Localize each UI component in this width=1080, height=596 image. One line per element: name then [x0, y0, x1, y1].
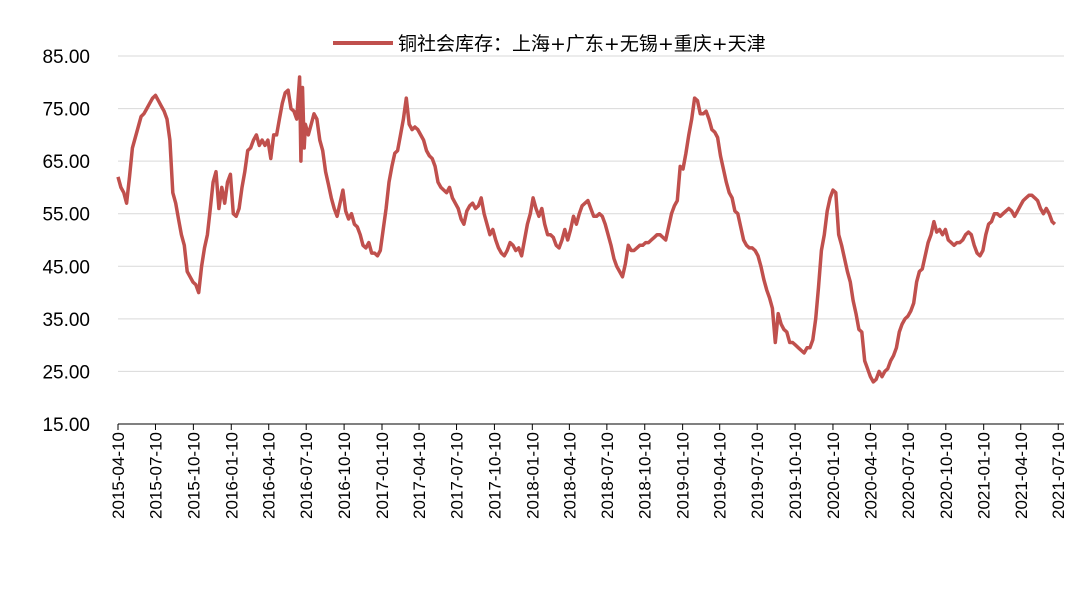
x-tick-label: 2015-10-10 — [184, 432, 203, 519]
x-tick-label: 2016-01-10 — [222, 432, 241, 519]
y-tick-label: 25.00 — [42, 362, 90, 383]
x-tick-label: 2021-07-10 — [1049, 432, 1068, 519]
y-tick-label: 55.00 — [42, 205, 90, 226]
legend: 铜社会库存：上海+广东+无锡+重庆+天津 — [333, 33, 766, 55]
series-layer — [116, 75, 1057, 384]
x-tick-label: 2019-10-10 — [786, 432, 805, 519]
x-tick-label: 2019-04-10 — [711, 432, 730, 519]
x-tick-label: 2016-04-10 — [260, 432, 279, 519]
x-tick-label: 2015-07-10 — [146, 432, 165, 519]
x-tick-label: 2016-07-10 — [297, 432, 316, 519]
y-axis-ticks: 15.00 25.00 35.00 45.00 55.00 65.00 75.00 85.00 — [42, 47, 90, 436]
x-tick-label: 2021-01-10 — [975, 432, 994, 519]
legend-label: 铜社会库存：上海+广东+无锡+重庆+天津 — [398, 33, 766, 55]
x-tick-label: 2019-07-10 — [748, 432, 767, 519]
grid-lines — [118, 55, 1064, 372]
x-tick-label: 2020-07-10 — [899, 432, 918, 519]
x-tick-label: 2017-10-10 — [485, 432, 504, 519]
y-tick-label: 75.00 — [42, 100, 90, 121]
x-axis-ticks: 2015-04-10 2015-07-10 2015-10-10 2016-01-10… — [109, 424, 1068, 519]
x-tick-label: 2021-04-10 — [1012, 432, 1031, 519]
x-tick-label: 2016-10-10 — [335, 432, 354, 519]
x-tick-label: 2018-04-10 — [560, 432, 579, 519]
x-tick-label: 2019-01-10 — [674, 432, 693, 519]
x-tick-label: 2020-04-10 — [861, 432, 880, 519]
x-tick-label: 2020-10-10 — [937, 432, 956, 519]
x-tick-label: 2018-07-10 — [598, 432, 617, 519]
series-line — [116, 75, 1057, 384]
y-tick-label: 65.00 — [42, 152, 90, 173]
y-tick-label: 35.00 — [42, 310, 90, 331]
x-tick-label: 2017-07-10 — [448, 432, 467, 519]
x-tick-label: 2018-10-10 — [636, 432, 655, 519]
x-tick-label: 2017-04-10 — [410, 432, 429, 519]
y-tick-label: 15.00 — [42, 415, 90, 436]
y-tick-label: 45.00 — [42, 257, 90, 278]
x-tick-label: 2017-01-10 — [373, 432, 392, 519]
x-tick-label: 2018-01-10 — [523, 432, 542, 519]
x-tick-label: 2015-04-10 — [109, 432, 128, 519]
x-tick-label: 2020-01-10 — [824, 432, 843, 519]
y-tick-label: 85.00 — [42, 47, 90, 68]
